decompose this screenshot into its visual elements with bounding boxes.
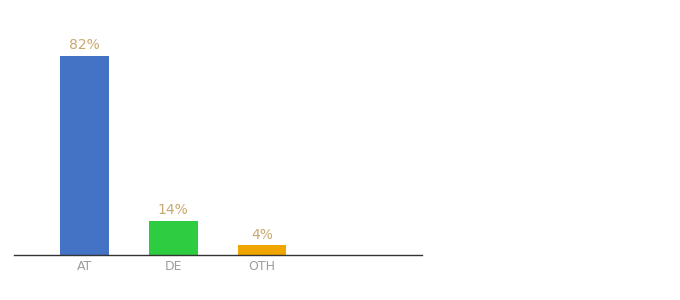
Bar (60, 56, 109, 255)
Text: 4%: 4% (251, 228, 273, 242)
Bar (237, 245, 286, 255)
Text: 14%: 14% (158, 203, 188, 217)
Text: 82%: 82% (69, 38, 100, 52)
Bar (149, 221, 198, 255)
